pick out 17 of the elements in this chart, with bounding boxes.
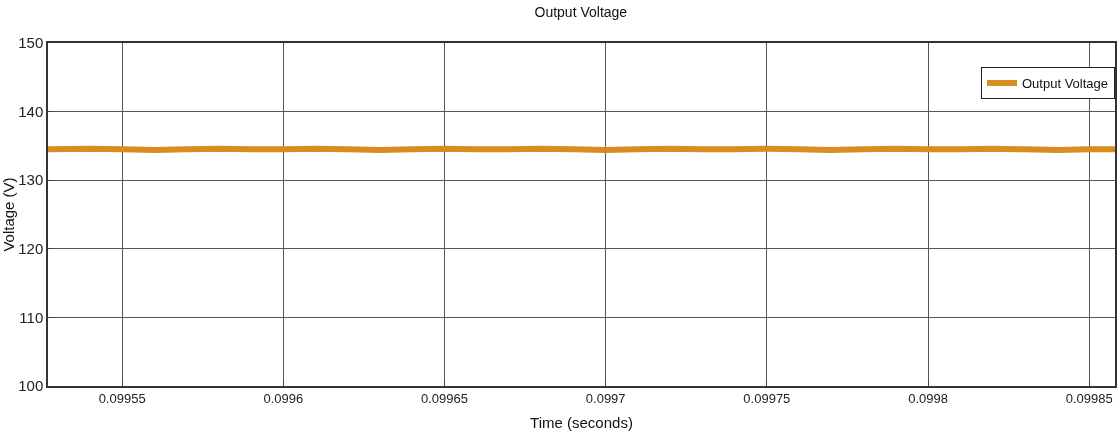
x-tick-label: 0.0997	[585, 391, 626, 407]
x-tick-label: 0.0998	[908, 391, 948, 407]
x-tick-label: 0.09985	[1065, 391, 1113, 407]
legend-label: Output Voltage	[1022, 76, 1109, 92]
y-tick-label: 100	[18, 377, 44, 395]
x-tick-label: 0.09975	[743, 391, 791, 407]
chart-title: Output Voltage	[534, 3, 628, 20]
y-tick-label: 130	[18, 171, 44, 189]
x-tick-label: 0.09955	[98, 391, 146, 407]
y-tick-label: 150	[18, 34, 44, 52]
x-tick-label: 0.09965	[421, 391, 468, 407]
x-tick-label: 0.0996	[263, 391, 304, 407]
y-tick-label: 140	[18, 102, 44, 120]
y-tick-label: 110	[19, 308, 44, 326]
y-tick-label: 120	[18, 240, 44, 258]
y-axis-title: Voltage (V)	[0, 177, 17, 252]
x-axis-title: Time (seconds)	[530, 413, 633, 431]
